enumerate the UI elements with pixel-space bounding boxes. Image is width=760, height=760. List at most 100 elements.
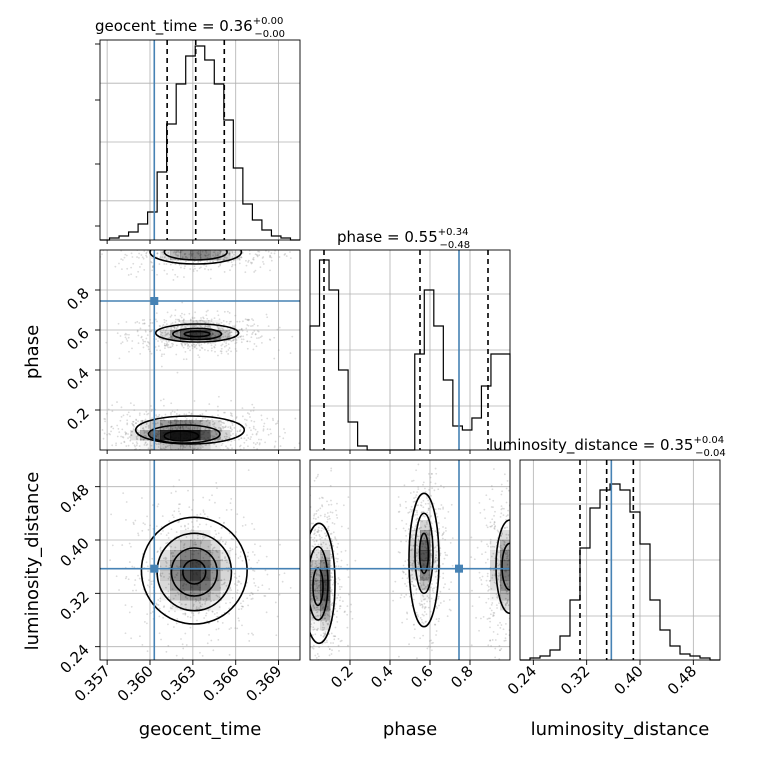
sample-point xyxy=(409,544,412,547)
sample-point xyxy=(247,245,249,247)
sample-point xyxy=(186,342,189,345)
sample-point xyxy=(75,445,77,447)
sample-point xyxy=(314,274,316,276)
sample-point xyxy=(267,250,270,253)
sample-point xyxy=(121,428,124,431)
sample-point xyxy=(216,453,218,455)
sample-point xyxy=(176,275,179,278)
sample-point xyxy=(220,429,223,432)
title-geocent-time: geocent_time = 0.36+0.00 −0.00 xyxy=(95,16,285,40)
sample-point xyxy=(328,566,330,569)
sample-point xyxy=(330,503,333,506)
sample-point xyxy=(493,612,496,614)
sample-point xyxy=(212,420,214,423)
density-cell xyxy=(310,570,321,581)
sample-point xyxy=(480,617,482,620)
sample-point xyxy=(203,237,205,239)
sample-point xyxy=(334,537,337,540)
sample-point xyxy=(420,511,423,514)
sample-point xyxy=(182,446,185,449)
sample-point xyxy=(346,605,349,608)
sample-point xyxy=(521,662,523,664)
density-cell xyxy=(210,570,221,581)
sample-point xyxy=(204,417,207,420)
sample-point xyxy=(239,551,242,553)
sample-point xyxy=(525,589,527,591)
sample-point xyxy=(228,612,231,615)
sample-point xyxy=(210,639,213,642)
sample-point xyxy=(171,451,173,453)
sample-point xyxy=(163,353,166,356)
sample-point xyxy=(217,395,220,398)
sample-point xyxy=(330,632,333,635)
density-cell xyxy=(430,540,441,551)
sample-point xyxy=(222,427,225,430)
sample-point xyxy=(491,639,494,641)
sample-point xyxy=(414,525,417,528)
sample-point xyxy=(328,517,331,520)
sample-point xyxy=(320,619,323,622)
sample-point xyxy=(186,257,189,259)
sample-point xyxy=(239,444,242,447)
sample-point xyxy=(143,322,146,325)
sample-point xyxy=(175,416,178,419)
sample-point xyxy=(516,628,518,630)
sample-point xyxy=(160,422,163,425)
sample-point xyxy=(333,522,336,525)
sample-point xyxy=(128,611,131,614)
sample-point xyxy=(273,446,276,449)
sample-point xyxy=(210,268,212,271)
sample-point xyxy=(117,322,120,325)
sample-point xyxy=(335,616,338,618)
sample-point xyxy=(486,618,489,620)
sample-point xyxy=(147,345,150,348)
sample-point xyxy=(523,498,525,500)
sample-point xyxy=(315,512,318,515)
sample-point xyxy=(404,500,407,503)
sample-point xyxy=(148,330,151,333)
sample-point xyxy=(217,439,220,442)
sample-point xyxy=(190,422,192,424)
sample-point xyxy=(312,604,315,607)
sample-point xyxy=(208,422,211,424)
sample-point xyxy=(205,410,208,412)
sample-point xyxy=(252,442,255,444)
sample-point xyxy=(324,565,327,568)
sample-point xyxy=(130,273,133,276)
sample-point xyxy=(211,332,214,335)
sample-point xyxy=(414,513,417,516)
sample-point xyxy=(320,553,323,556)
sample-point xyxy=(500,505,503,508)
sample-point xyxy=(494,647,497,650)
sample-point xyxy=(165,323,168,326)
sample-point xyxy=(482,615,485,618)
sample-point xyxy=(240,245,242,247)
sample-point xyxy=(136,329,139,332)
sample-point xyxy=(520,576,522,578)
sample-point xyxy=(192,612,195,615)
sample-point xyxy=(221,569,223,572)
sample-point xyxy=(305,604,307,606)
sample-point xyxy=(144,434,146,437)
sample-point xyxy=(179,251,182,254)
sample-point xyxy=(203,254,206,257)
sample-point xyxy=(134,445,137,448)
sample-point xyxy=(228,253,231,256)
sample-point xyxy=(413,636,416,639)
sample-point xyxy=(184,612,187,615)
sample-point xyxy=(418,582,421,585)
sample-point xyxy=(145,344,148,347)
sample-point xyxy=(254,443,257,446)
sample-point xyxy=(500,512,503,515)
sample-point xyxy=(412,479,415,482)
sample-point xyxy=(176,591,179,594)
sample-point xyxy=(269,339,272,341)
sample-point xyxy=(205,553,207,556)
density-cell xyxy=(210,330,221,341)
sample-point xyxy=(169,413,172,416)
sample-point xyxy=(308,687,310,689)
sample-point xyxy=(187,489,189,492)
sample-point xyxy=(517,524,519,526)
sample-point xyxy=(249,261,252,264)
sample-point xyxy=(234,348,237,350)
